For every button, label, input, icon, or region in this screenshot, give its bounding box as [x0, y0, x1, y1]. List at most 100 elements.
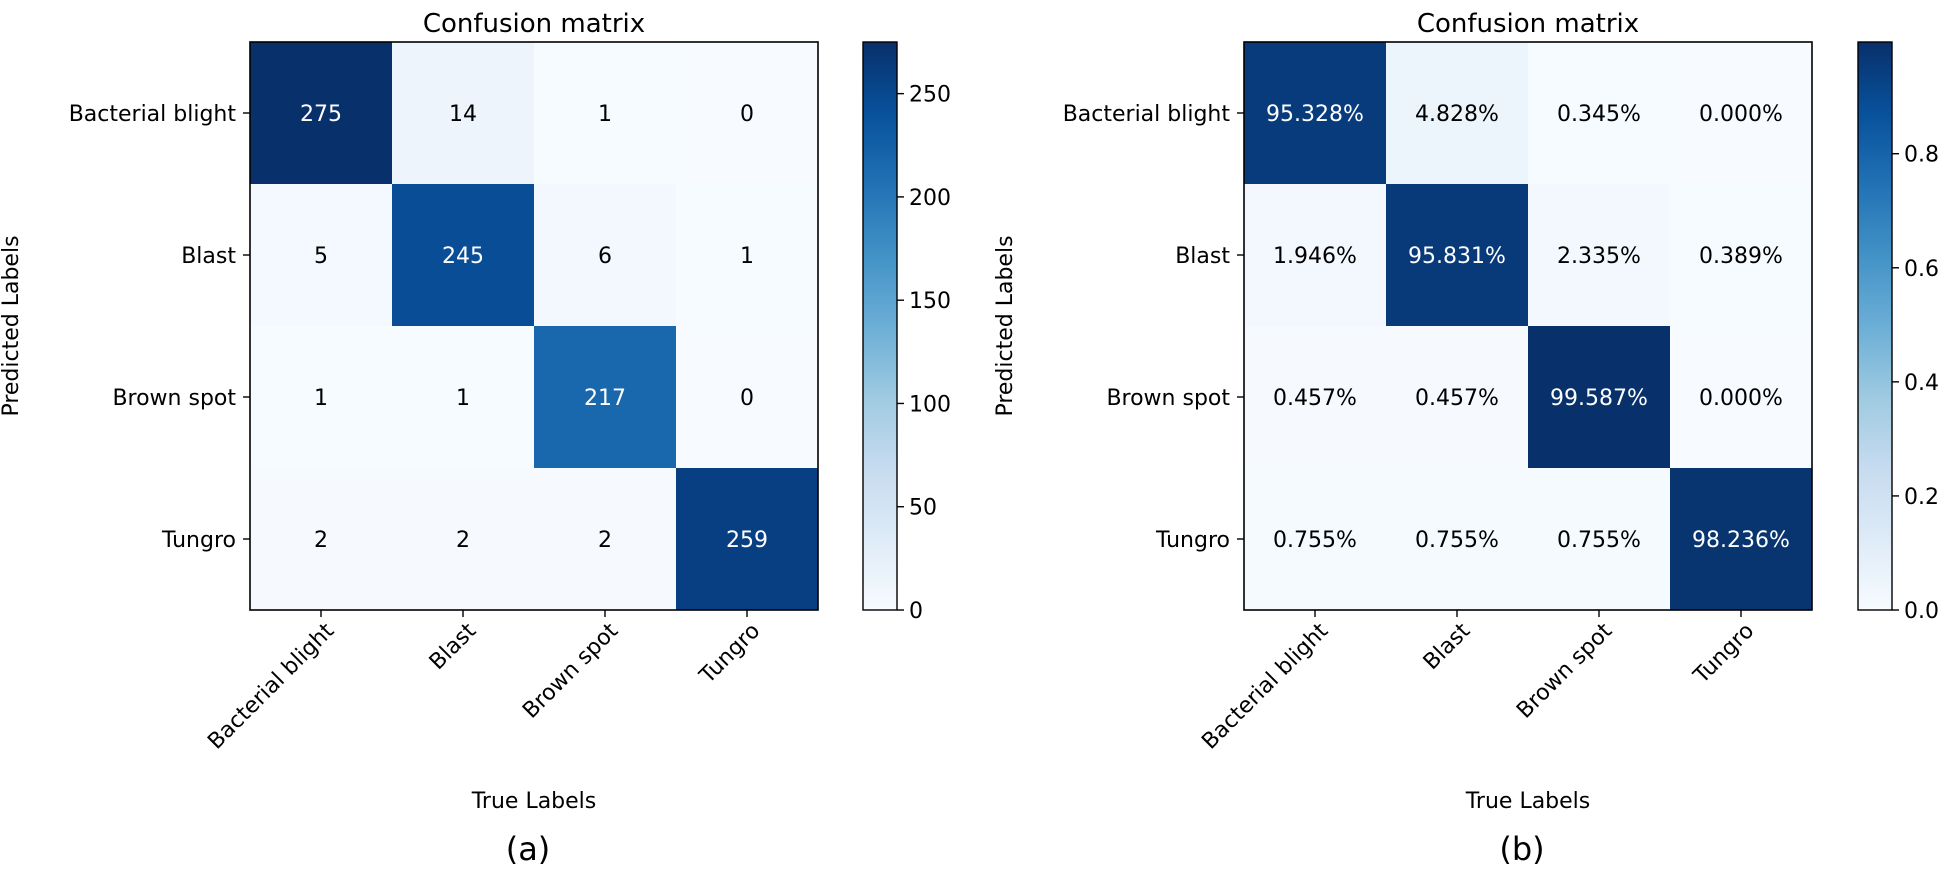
colorbar-tick-label: 0.2	[1904, 485, 1939, 510]
x-tick-label: Bacterial blight	[1197, 618, 1333, 754]
y-axis-label: Predicted Labels	[0, 235, 24, 416]
heatmap-cell	[676, 326, 819, 469]
plot-frame	[249, 41, 819, 611]
cell-value-label: 1	[456, 386, 470, 411]
y-tick-label: Tungro	[161, 528, 236, 553]
heatmap-cell	[1244, 184, 1387, 327]
x-tick-label: Blast	[425, 618, 482, 675]
heatmap-cell	[392, 184, 535, 327]
cell-value-label: 259	[726, 528, 768, 553]
colorbar-tick-label: 50	[909, 496, 937, 521]
cell-value-label: 0.755%	[1273, 528, 1357, 553]
cell-value-label: 4.828%	[1415, 102, 1499, 127]
cell-value-label: 275	[300, 102, 342, 127]
cell-value-label: 2	[598, 528, 612, 553]
heatmap-cell	[1670, 468, 1813, 611]
colorbar-tick-label: 0.4	[1904, 371, 1939, 396]
cell-value-label: 1	[314, 386, 328, 411]
heatmap-cell	[1670, 326, 1813, 469]
colorbar	[1857, 41, 1893, 611]
y-tick-label: Brown spot	[112, 386, 236, 411]
heatmap-cell	[250, 42, 393, 185]
cell-value-label: 98.236%	[1692, 528, 1790, 553]
y-tick-label: Tungro	[1155, 528, 1230, 553]
cell-value-label: 6	[598, 244, 612, 269]
y-tick-label: Blast	[181, 244, 236, 269]
heatmap-cell	[1386, 184, 1529, 327]
heatmap-cell	[392, 326, 535, 469]
heatmap-cell	[1528, 468, 1671, 611]
heatmap-cell	[1670, 42, 1813, 185]
y-tick-label: Bacterial blight	[69, 102, 237, 127]
cell-value-label: 2	[456, 528, 470, 553]
chart-panel-b: Confusion matrix 95.328% 4.828% 0.345% 0.000…	[993, 9, 1939, 868]
colorbar-tick-label: 250	[909, 83, 951, 108]
heatmap-cell	[1670, 184, 1813, 327]
cell-value-label: 0	[740, 386, 754, 411]
colorbar-tick-label: 150	[909, 289, 951, 314]
cell-value-label: 1.946%	[1273, 244, 1357, 269]
cell-value-label: 1	[740, 244, 754, 269]
x-tick-label: Brown spot	[518, 618, 623, 723]
heatmap-cell	[534, 468, 677, 611]
heatmap-cell	[250, 468, 393, 611]
cell-value-label: 0.457%	[1415, 386, 1499, 411]
heatmap-cell	[676, 184, 819, 327]
colorbar-tick-label: 0.8	[1904, 143, 1939, 168]
y-tick-label: Brown spot	[1106, 386, 1230, 411]
y-tick-label: Bacterial blight	[1063, 102, 1231, 127]
x-tick-label: Blast	[1419, 618, 1476, 675]
cell-value-label: 245	[442, 244, 484, 269]
colorbar-tick-label: 200	[909, 186, 951, 211]
cell-value-label: 99.587%	[1550, 386, 1648, 411]
chart-panel-a: Confusion matrix 275 14 1 0 5 245 6 1 1 1 217 0 2 2 2 25…	[0, 9, 951, 868]
heatmap-cell	[1386, 326, 1529, 469]
cell-value-label: 14	[449, 102, 477, 127]
heatmap-cell	[1386, 42, 1529, 185]
chart-title: Confusion matrix	[423, 9, 645, 39]
chart-title: Confusion matrix	[1417, 9, 1639, 39]
cell-value-label: 0.755%	[1557, 528, 1641, 553]
cell-value-label: 95.831%	[1408, 244, 1506, 269]
heatmap-cell	[250, 184, 393, 327]
heatmap-cell	[534, 184, 677, 327]
cell-value-label: 2	[314, 528, 328, 553]
x-tick-label: Tungro	[695, 619, 766, 690]
cell-value-label: 0.457%	[1273, 386, 1357, 411]
heatmap-cell	[534, 42, 677, 185]
heatmap-cell	[250, 326, 393, 469]
plot-frame	[1243, 41, 1813, 611]
heatmap-cell	[1244, 326, 1387, 469]
cell-value-label: 5	[314, 244, 328, 269]
heatmap-cell	[676, 468, 819, 611]
cell-value-label: 0.345%	[1557, 102, 1641, 127]
cell-value-label: 0	[740, 102, 754, 127]
cell-value-label: 95.328%	[1266, 102, 1364, 127]
heatmap-cell	[1244, 42, 1387, 185]
cell-value-label: 1	[598, 102, 612, 127]
cell-value-label: 217	[584, 386, 626, 411]
heatmap-cell	[1528, 184, 1671, 327]
cell-value-label: 0.000%	[1699, 102, 1783, 127]
cell-value-label: 2.335%	[1557, 244, 1641, 269]
colorbar-tick-label: 0.0	[1904, 599, 1939, 624]
x-tick-label: Tungro	[1689, 619, 1760, 690]
x-tick-label: Brown spot	[1512, 618, 1617, 723]
x-axis-label: True Labels	[1465, 789, 1591, 814]
heatmap-cell	[392, 42, 535, 185]
heatmap-cell	[676, 42, 819, 185]
x-axis-label: True Labels	[471, 789, 597, 814]
figure-caption: (a)	[506, 830, 551, 868]
cell-value-label: 0.755%	[1415, 528, 1499, 553]
colorbar-tick-label: 100	[909, 392, 951, 417]
y-tick-label: Blast	[1175, 244, 1230, 269]
heatmap-cell	[534, 326, 677, 469]
x-tick-label: Bacterial blight	[203, 618, 339, 754]
heatmap-cell	[1528, 326, 1671, 469]
cell-value-label: 0.000%	[1699, 386, 1783, 411]
cell-value-label: 0.389%	[1699, 244, 1783, 269]
heatmap-cell	[392, 468, 535, 611]
heatmap-cell	[1244, 468, 1387, 611]
heatmap-cell	[1528, 42, 1671, 185]
